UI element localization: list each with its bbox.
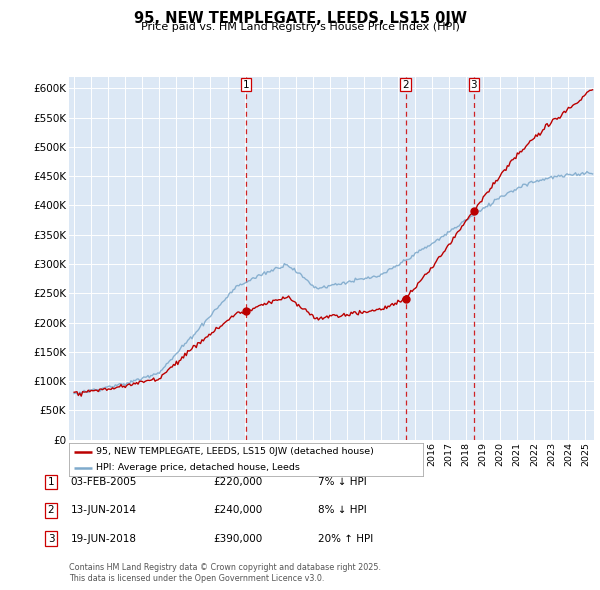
Text: 1: 1 [47, 477, 55, 487]
Text: 20% ↑ HPI: 20% ↑ HPI [318, 534, 373, 543]
Text: 95, NEW TEMPLEGATE, LEEDS, LS15 0JW (detached house): 95, NEW TEMPLEGATE, LEEDS, LS15 0JW (det… [95, 447, 373, 456]
Text: 8% ↓ HPI: 8% ↓ HPI [318, 506, 367, 515]
Text: £220,000: £220,000 [213, 477, 262, 487]
Text: 1: 1 [242, 80, 249, 90]
Text: 3: 3 [470, 80, 477, 90]
Text: This data is licensed under the Open Government Licence v3.0.: This data is licensed under the Open Gov… [69, 574, 325, 583]
Text: Price paid vs. HM Land Registry's House Price Index (HPI): Price paid vs. HM Land Registry's House … [140, 22, 460, 32]
Text: 2: 2 [403, 80, 409, 90]
Text: £390,000: £390,000 [213, 534, 262, 543]
Text: 2: 2 [47, 506, 55, 515]
Text: 95, NEW TEMPLEGATE, LEEDS, LS15 0JW: 95, NEW TEMPLEGATE, LEEDS, LS15 0JW [133, 11, 467, 25]
Text: 7% ↓ HPI: 7% ↓ HPI [318, 477, 367, 487]
Text: 3: 3 [47, 534, 55, 543]
Text: 03-FEB-2005: 03-FEB-2005 [71, 477, 137, 487]
Text: £240,000: £240,000 [213, 506, 262, 515]
Text: Contains HM Land Registry data © Crown copyright and database right 2025.: Contains HM Land Registry data © Crown c… [69, 563, 381, 572]
Text: 13-JUN-2014: 13-JUN-2014 [71, 506, 137, 515]
Text: 19-JUN-2018: 19-JUN-2018 [71, 534, 137, 543]
Text: HPI: Average price, detached house, Leeds: HPI: Average price, detached house, Leed… [95, 463, 299, 472]
